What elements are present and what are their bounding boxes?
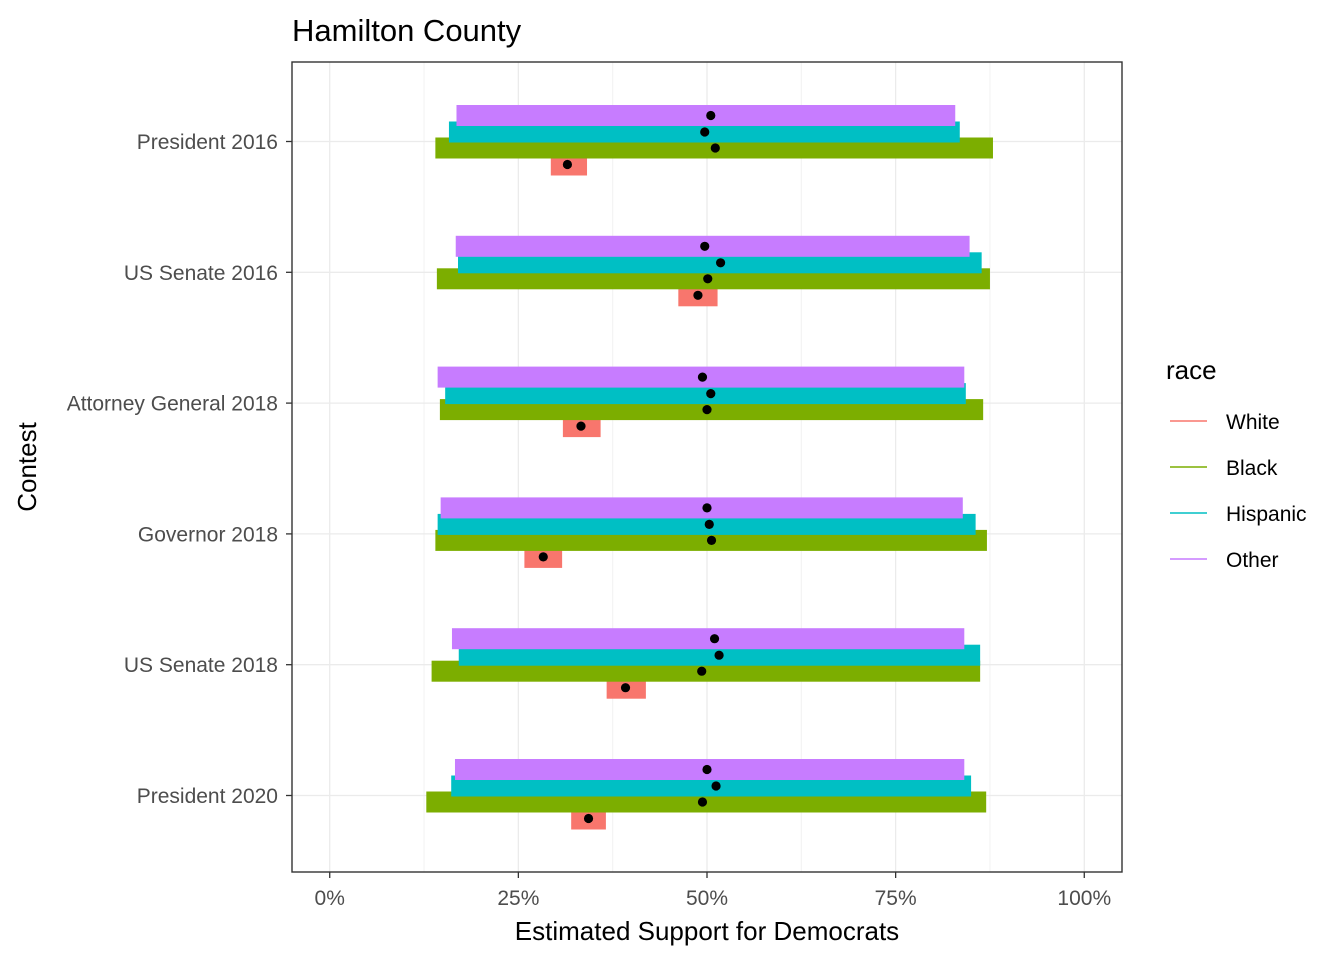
estimate-point-hispanic (700, 127, 710, 137)
estimate-point-black (703, 274, 713, 284)
estimate-point-other (700, 241, 710, 251)
y-tick-label: President 2020 (137, 785, 278, 808)
estimate-point-other (697, 372, 708, 382)
estimate-point-white (693, 290, 703, 300)
estimate-point-black (710, 143, 720, 153)
estimate-point-white (583, 813, 594, 824)
x-tick-label: 0% (315, 887, 345, 910)
interval-bar-other (440, 497, 963, 519)
estimate-point-hispanic (715, 258, 726, 268)
legend-label-black: Black (1226, 457, 1278, 480)
legend-title: race (1166, 355, 1217, 385)
estimate-point-black (702, 405, 712, 415)
legend-label-other: Other (1226, 549, 1279, 572)
interval-bar-hispanic (451, 775, 972, 797)
x-axis: 0% 25% 50% 75% 100% (315, 872, 1111, 910)
y-tick-label: President 2016 (137, 131, 278, 154)
estimate-point-white (538, 552, 548, 562)
x-tick-label: 75% (875, 887, 917, 910)
interval-bar-black (436, 268, 990, 290)
y-tick-label: Governor 2018 (138, 523, 278, 546)
x-tick-label: 25% (497, 887, 539, 910)
interval-bar-other (456, 105, 956, 126)
y-tick-label: US Senate 2016 (124, 262, 278, 285)
estimate-point-hispanic (704, 519, 714, 530)
chart-title: Hamilton County (292, 13, 522, 48)
estimate-point-hispanic (714, 650, 724, 660)
plot-panel (291, 61, 1123, 873)
legend-label-hispanic: Hispanic (1226, 503, 1307, 526)
estimate-point-black (706, 535, 717, 546)
y-tick-label: US Senate 2018 (124, 654, 278, 677)
estimate-point-white (620, 683, 631, 693)
estimate-point-other (706, 110, 716, 121)
estimate-point-other (702, 764, 712, 775)
interval-bar-other (451, 628, 965, 650)
x-tick-label: 50% (686, 887, 728, 910)
interval-bar-hispanic (445, 383, 966, 405)
interval-bar-other (455, 235, 970, 257)
legend-label-white: White (1226, 411, 1280, 434)
y-tick-label: Attorney General 2018 (67, 393, 278, 416)
x-tick-label: 100% (1057, 887, 1111, 910)
estimate-point-other (702, 503, 712, 513)
estimate-point-white (562, 159, 573, 170)
y-axis: President 2016 US Senate 2016 Attorney Gen… (67, 131, 292, 808)
estimate-point-black (697, 666, 707, 676)
estimate-point-hispanic (711, 781, 721, 791)
estimate-point-hispanic (706, 389, 716, 399)
estimate-point-other (709, 634, 720, 644)
estimate-point-white (576, 421, 586, 431)
legend: race White Black Hispanic Other (1166, 355, 1307, 572)
estimate-point-black (697, 797, 708, 807)
y-axis-title: Contest (12, 421, 42, 511)
x-axis-title: Estimated Support for Democrats (515, 916, 899, 946)
